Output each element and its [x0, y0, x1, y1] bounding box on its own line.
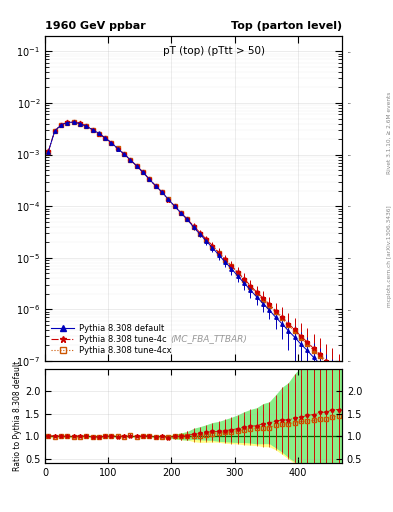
Text: Top (parton level): Top (parton level) — [231, 21, 342, 31]
Y-axis label: Ratio to Pythia 8.308 default: Ratio to Pythia 8.308 default — [13, 361, 22, 471]
Text: Rivet 3.1.10, ≥ 2.6M events: Rivet 3.1.10, ≥ 2.6M events — [387, 92, 392, 174]
Text: pT (top) (pTtt > 50): pT (top) (pTtt > 50) — [163, 46, 265, 56]
Text: 1960 GeV ppbar: 1960 GeV ppbar — [45, 21, 146, 31]
Legend: Pythia 8.308 default, Pythia 8.308 tune-4c, Pythia 8.308 tune-4cx: Pythia 8.308 default, Pythia 8.308 tune-… — [50, 322, 173, 357]
Text: mcplots.cern.ch [arXiv:1306.3436]: mcplots.cern.ch [arXiv:1306.3436] — [387, 205, 392, 307]
Text: (MC_FBA_TTBAR): (MC_FBA_TTBAR) — [170, 334, 247, 343]
